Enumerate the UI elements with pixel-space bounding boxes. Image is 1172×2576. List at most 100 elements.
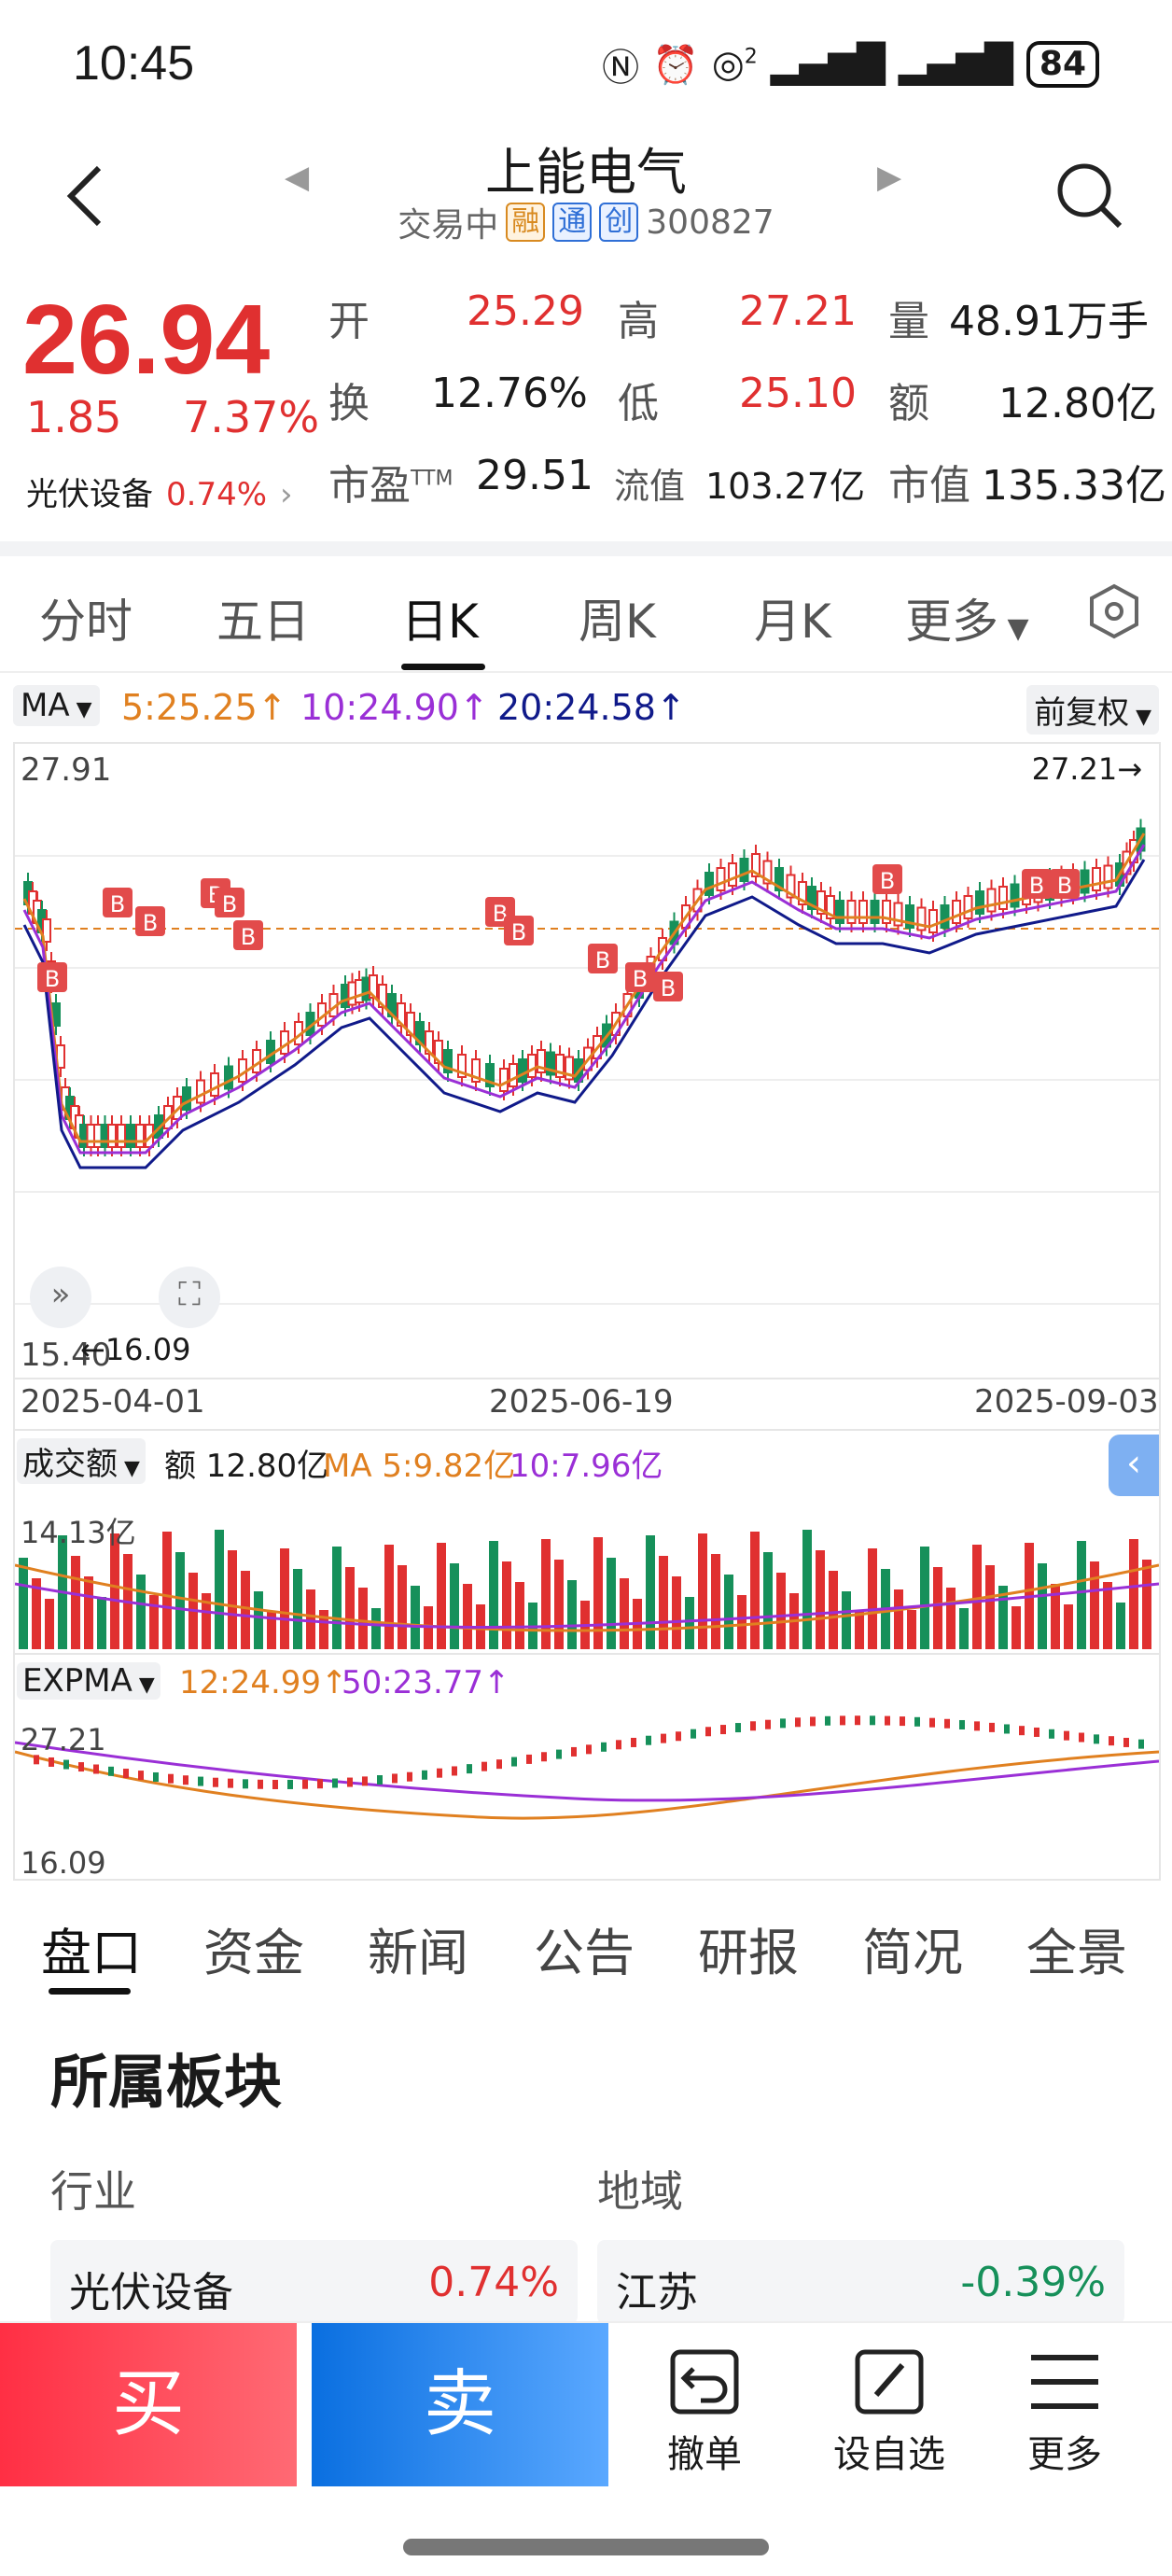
expma-candle: [944, 1718, 950, 1729]
volume-bar: [737, 1595, 746, 1649]
buy-button[interactable]: 买: [0, 2323, 297, 2486]
tab-research[interactable]: 研报: [698, 1924, 799, 1982]
expma-candle: [1019, 1726, 1025, 1736]
tab-overview[interactable]: 全景: [1026, 1924, 1127, 1982]
tab-announcements[interactable]: 公告: [534, 1924, 635, 1982]
add-watchlist-button[interactable]: 设自选: [819, 2340, 959, 2478]
expma-candle: [392, 1773, 398, 1784]
industry-card[interactable]: 光伏设备 0.74%: [50, 2240, 578, 2324]
ma-indicator-button[interactable]: MA ▼: [13, 685, 100, 726]
tab-news[interactable]: 新闻: [368, 1924, 468, 1982]
region-card[interactable]: 江苏 -0.39%: [597, 2240, 1124, 2324]
adjust-button[interactable]: 前复权 ▼: [1026, 685, 1159, 735]
volume-bar: [45, 1599, 54, 1649]
buy-signal-marker: [872, 864, 902, 894]
fullscreen-icon[interactable]: ⛶: [159, 1267, 220, 1328]
sell-button[interactable]: 卖: [312, 2323, 608, 2486]
alarm-icon: ⏰: [652, 43, 699, 87]
volume-bar: [398, 1565, 407, 1649]
volume-bar: [19, 1558, 28, 1649]
candle-body: [807, 886, 816, 910]
volume-legend: 成交额 ▼ 额 12.80亿 MA 5:9.82亿 10:7.96亿 ‹: [15, 1435, 1159, 1496]
expma-candle: [885, 1715, 890, 1726]
expma-candle: [496, 1759, 502, 1770]
expma50-line: [15, 1741, 1159, 1802]
y-axis-low: 15.40: [21, 1337, 112, 1374]
tab-more[interactable]: 更多 ▼: [905, 584, 1029, 651]
volume-bar: [32, 1578, 41, 1649]
dropdown-icon: ▼: [69, 698, 92, 721]
volume-bar: [646, 1535, 655, 1649]
expma-candle: [1138, 1739, 1144, 1749]
expma-candle: [840, 1715, 845, 1726]
tab-order-book[interactable]: 盘口: [41, 1924, 142, 1982]
pe-label: 市盈: [328, 462, 411, 510]
expma-candle: [825, 1715, 830, 1726]
expma-legend: EXPMA ▼ 12:24.99↑ 50:23.77↑: [15, 1659, 1159, 1711]
expma-candle: [183, 1775, 188, 1785]
tab-five-day[interactable]: 五日: [216, 595, 310, 649]
tab-daily-k[interactable]: 日K: [401, 595, 479, 649]
buy-signal-marker: [233, 920, 263, 950]
expma-candle: [795, 1717, 801, 1728]
sector-link[interactable]: 光伏设备 0.74% ›: [26, 469, 293, 514]
chart-settings-button[interactable]: [1085, 582, 1143, 640]
volume-bar: [607, 1558, 616, 1649]
buy-signal-marker: [625, 962, 655, 992]
prev-stock-button[interactable]: ◀: [285, 159, 310, 196]
volume-bar: [567, 1580, 577, 1649]
volume-bar: [489, 1541, 498, 1649]
tab-profile[interactable]: 简况: [862, 1924, 963, 1982]
trade-status: 交易中: [398, 206, 499, 245]
tab-weekly-k[interactable]: 周K: [579, 595, 656, 649]
collapse-panel-button[interactable]: ‹: [1109, 1435, 1159, 1496]
volume-bar: [933, 1567, 942, 1649]
status-bar: 10:45 Ⓝ ⏰ ◎2 ▂▄▆█ ▂▄▆█ 84: [0, 0, 1172, 131]
status-time: 10:45: [73, 36, 195, 91]
expma-candle: [437, 1768, 442, 1778]
pe-sup: TTM: [411, 467, 453, 491]
tab-monthly-k[interactable]: 月K: [754, 595, 831, 649]
volume-bar: [1116, 1603, 1125, 1649]
volume-bar: [71, 1556, 80, 1649]
candle-body: [928, 909, 938, 933]
dropdown-icon: ▼: [1129, 706, 1151, 729]
expma-candle: [302, 1779, 308, 1789]
volume-bar: [985, 1565, 995, 1649]
ma10-value: 10:24.90↑: [300, 687, 489, 728]
candle-body: [728, 862, 737, 887]
volume-bar: [1038, 1563, 1047, 1649]
next-stock-button[interactable]: ▶: [877, 159, 902, 196]
buy-signal-marker: [504, 916, 534, 945]
volume-bar: [175, 1552, 185, 1649]
candle-body: [963, 895, 973, 919]
kline-svg: BBBBBBBBBBBBBB: [15, 819, 1159, 1820]
buy-signal-marker: [1022, 869, 1052, 899]
volume-bar: [802, 1530, 812, 1649]
buy-signal-label: B: [1029, 873, 1044, 899]
search-button[interactable]: [1053, 159, 1127, 233]
buy-signal-label: B: [595, 947, 610, 973]
tab-intraday[interactable]: 分时: [39, 595, 133, 649]
more-menu-button[interactable]: 更多: [995, 2340, 1135, 2478]
low-label: 低: [618, 380, 659, 427]
sector-pct: 0.74%: [166, 476, 268, 513]
expma-indicator-button[interactable]: EXPMA ▼: [17, 1662, 160, 1700]
kline-chart[interactable]: BBBBBBBBBBBBBB 27.91 15.40 27.21→ ←16.09…: [13, 742, 1161, 1881]
cancel-order-button[interactable]: 撤单: [635, 2340, 774, 2478]
ma5-value: 5:25.25↑: [121, 687, 287, 728]
candle-body: [975, 890, 984, 915]
market-cap-label: 市值: [888, 462, 970, 510]
candle-body: [940, 904, 950, 929]
volume-indicator-button[interactable]: 成交额 ▼: [17, 1438, 146, 1484]
expand-icon[interactable]: »: [30, 1267, 91, 1328]
expma-candle: [870, 1715, 875, 1726]
expma-candle: [287, 1779, 293, 1789]
tab-funds[interactable]: 资金: [203, 1924, 304, 1982]
back-button[interactable]: [58, 159, 114, 243]
volume-bar: [202, 1593, 211, 1649]
float-cap-value: 103.27亿: [705, 466, 865, 507]
candle-body: [786, 874, 796, 899]
candle-body: [1103, 864, 1113, 889]
